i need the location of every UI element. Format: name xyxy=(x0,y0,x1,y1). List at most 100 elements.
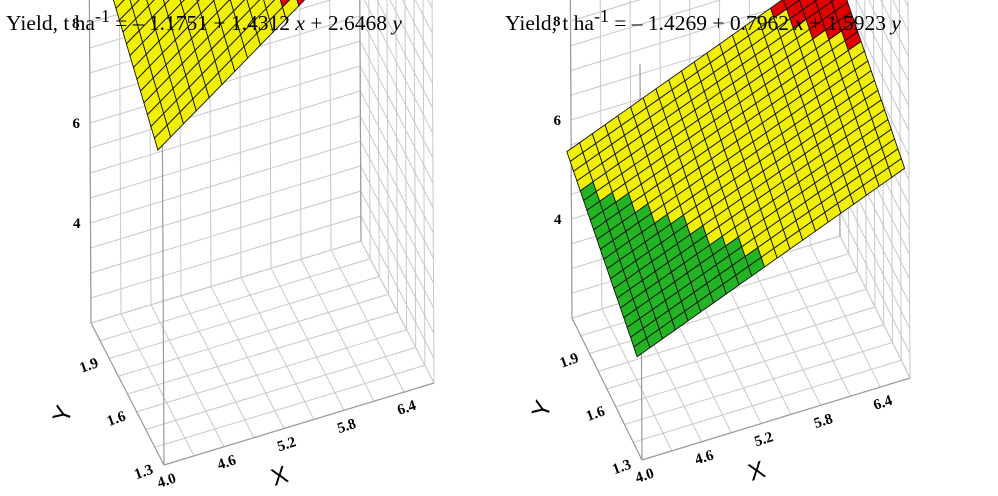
x-tick-label: 4.0 xyxy=(633,466,656,487)
surface-cell xyxy=(265,0,284,22)
side-wall-gridline xyxy=(389,0,433,84)
side-wall-gridline xyxy=(395,0,398,313)
back-wall-gridline xyxy=(90,140,361,224)
side-wall-gridline xyxy=(892,0,909,32)
surface-cell xyxy=(147,0,166,19)
chart-title-right: Yield, t ha-1 = – 1.4269 + 0.7962 x + 1.… xyxy=(505,6,901,36)
side-wall-gridline xyxy=(360,165,435,309)
back-wall-gridline xyxy=(299,0,302,260)
z-tick-label: 8 xyxy=(72,16,80,32)
side-wall-gridline xyxy=(868,0,909,82)
x-tick-label: 6.4 xyxy=(395,398,418,419)
z-tick-label: 4 xyxy=(73,216,81,232)
y-tick-label: 1.9 xyxy=(78,355,101,376)
surface-cell xyxy=(129,0,140,8)
box-edge xyxy=(88,0,92,324)
surface-cell xyxy=(146,0,155,7)
surface-plot-left: 468101.31.61.94.04.65.25.86.4XY xyxy=(48,0,435,492)
side-wall-gridline xyxy=(363,0,434,134)
floor-gridline xyxy=(598,288,867,372)
floor-gridline xyxy=(136,329,407,413)
back-wall-gridline xyxy=(90,190,361,274)
side-wall-gridline xyxy=(414,0,433,34)
z-tick-label: 8 xyxy=(553,14,561,30)
side-wall-gridline xyxy=(360,215,435,359)
side-wall-gridline xyxy=(359,15,434,159)
side-wall-gridline xyxy=(401,0,433,59)
x-tick-label: 4.0 xyxy=(155,471,178,492)
x-axis-label: X xyxy=(745,456,769,487)
surface-cell xyxy=(279,0,291,8)
surface-cell xyxy=(196,0,200,3)
surface-cell xyxy=(164,0,182,18)
z-tick-label: 6 xyxy=(73,116,81,132)
x-tick-label: 5.8 xyxy=(812,411,835,432)
side-wall-gridline xyxy=(368,0,371,259)
floor-gridline xyxy=(154,364,426,448)
y-tick-label: 1.3 xyxy=(132,462,155,483)
surface-cell xyxy=(131,0,150,20)
back-wall-gridline xyxy=(570,0,722,47)
tick-labels: 468101.31.61.94.04.65.25.86.4 xyxy=(553,14,895,487)
response-surface xyxy=(112,0,306,151)
side-wall-gridline xyxy=(855,0,910,106)
y-tick-label: 1.9 xyxy=(558,350,581,371)
side-wall-gridline xyxy=(377,0,380,277)
surface-cell xyxy=(246,0,261,11)
side-wall-gridline xyxy=(360,190,435,334)
x-tick-label: 5.8 xyxy=(335,416,358,437)
side-wall-gridline xyxy=(880,0,909,57)
surface-cell xyxy=(281,0,300,20)
y-tick-label: 1.6 xyxy=(105,408,129,430)
surface-cell xyxy=(830,0,835,3)
surface-cell xyxy=(770,0,788,19)
back-wall-gridline xyxy=(90,165,361,249)
tick-labels: 468101.31.61.94.04.65.25.86.4 xyxy=(72,16,419,492)
surface-cell xyxy=(213,0,215,2)
surface-cell xyxy=(783,0,800,10)
side-wall-gridline xyxy=(376,0,434,109)
x-tick-label: 6.4 xyxy=(872,393,895,414)
back-wall-gridline xyxy=(90,215,362,299)
side-wall-gridline xyxy=(359,40,434,184)
floor-gridline xyxy=(109,276,380,359)
floor-gridline xyxy=(606,306,876,390)
z-tick-label: 6 xyxy=(554,113,562,129)
floor-gridline xyxy=(127,311,398,395)
side-wall-gridline xyxy=(898,0,902,361)
floor-gridline xyxy=(633,359,902,443)
back-wall-gridline xyxy=(269,0,272,269)
x-tick-label: 5.2 xyxy=(275,434,298,455)
side-wall-gridline xyxy=(907,0,911,379)
box-edge xyxy=(90,322,165,466)
floor-gridline xyxy=(118,293,389,377)
y-tick-label: 1.6 xyxy=(584,403,608,425)
surface-cell xyxy=(263,0,276,10)
surface-cell xyxy=(814,0,833,12)
back-wall-gridline xyxy=(89,65,361,149)
chart-panel-left: 468101.31.61.94.04.65.25.86.4XY Yield, t… xyxy=(6,0,435,492)
surface-cell xyxy=(814,0,818,2)
side-wall-gridline xyxy=(359,90,434,234)
box-edge xyxy=(569,0,573,319)
chart-panel-right: 468101.31.61.94.04.65.25.86.4XY Yield, t… xyxy=(499,0,998,496)
box-walls xyxy=(88,0,435,466)
y-axis-label: Y xyxy=(48,402,79,426)
side-wall-gridline xyxy=(359,65,434,209)
surface-cell xyxy=(798,0,817,11)
floor-gridline xyxy=(615,324,884,408)
box-edge xyxy=(571,317,643,461)
floor-gridline xyxy=(624,342,893,425)
side-wall-gridline xyxy=(422,0,426,366)
side-wall-gridline xyxy=(839,211,911,354)
x-tick-label: 5.2 xyxy=(752,429,775,450)
floor-gridline xyxy=(99,258,371,342)
surface-cell xyxy=(233,0,251,24)
box-edge xyxy=(359,0,362,242)
x-axis-label: X xyxy=(268,461,292,492)
surface-cell xyxy=(831,0,849,13)
side-wall-gridline xyxy=(360,140,434,284)
y-axis-label: Y xyxy=(527,397,558,421)
box-edge xyxy=(641,377,911,461)
surface-cell xyxy=(213,0,230,14)
